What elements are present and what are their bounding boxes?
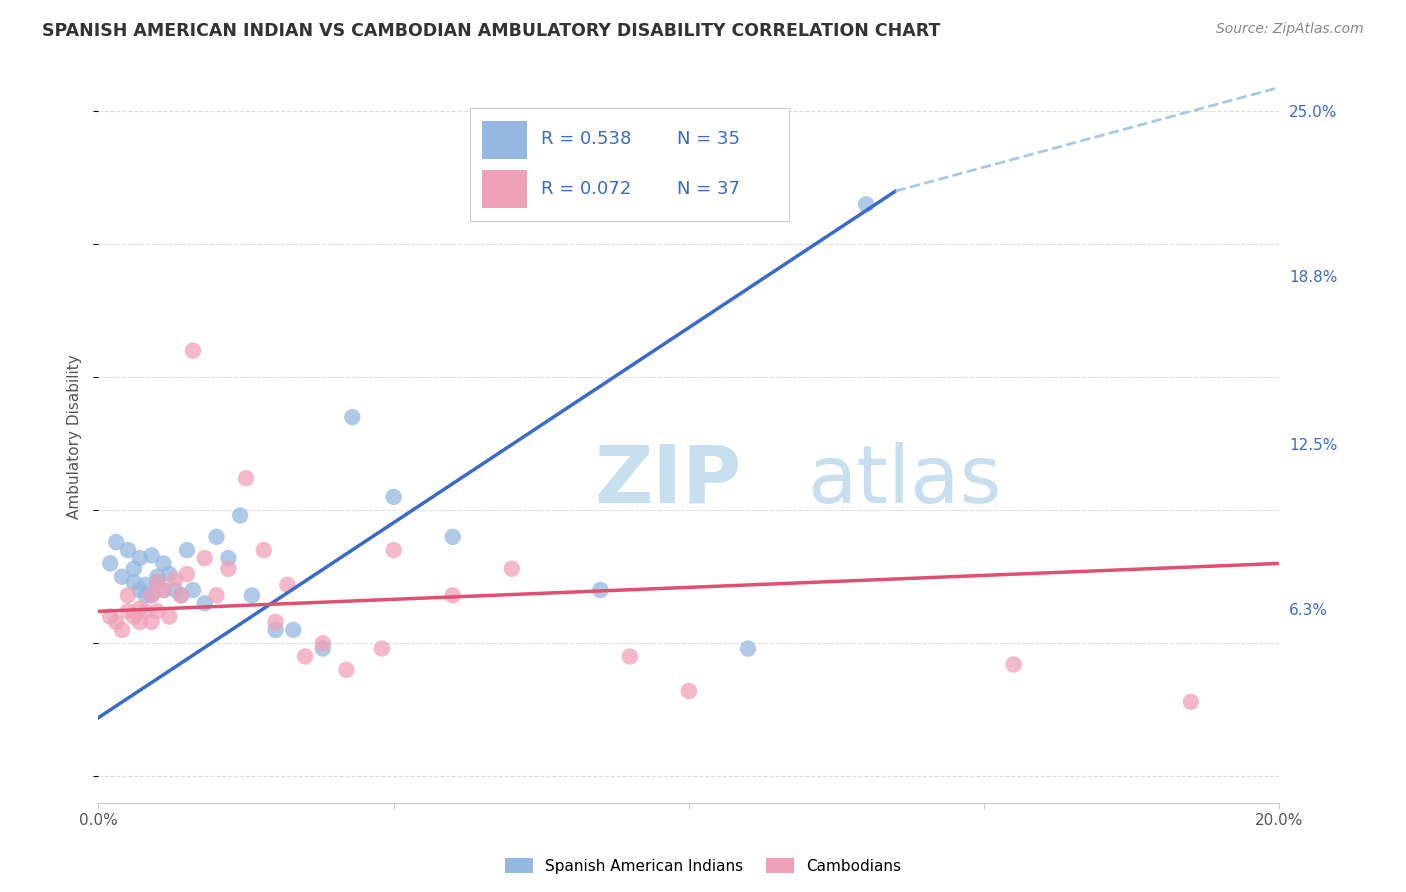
Point [441, 588, 464, 602]
Point [176, 567, 198, 582]
Point [441, 530, 464, 544]
Point [128, 582, 150, 597]
Point [122, 562, 145, 576]
Point [165, 573, 187, 587]
Point [111, 570, 134, 584]
Point [152, 582, 174, 597]
Point [98, 557, 121, 571]
Point [146, 604, 169, 618]
Text: R = 0.072: R = 0.072 [541, 180, 631, 198]
Point [217, 551, 239, 566]
Point [135, 588, 157, 602]
Point [335, 663, 357, 677]
Point [217, 562, 239, 576]
Point [855, 197, 877, 211]
Legend: Spanish American Indians, Cambodians: Spanish American Indians, Cambodians [499, 852, 907, 880]
Point [1002, 657, 1025, 672]
Point [146, 575, 169, 590]
Point [235, 471, 257, 485]
Point [371, 641, 394, 656]
Point [382, 543, 405, 558]
Text: ZIP: ZIP [595, 442, 742, 520]
Point [229, 508, 252, 523]
Point [181, 582, 204, 597]
Point [146, 575, 169, 590]
Point [128, 601, 150, 615]
Point [312, 641, 335, 656]
Point [501, 562, 523, 576]
Point [98, 609, 121, 624]
Text: R = 0.538: R = 0.538 [541, 130, 631, 148]
Text: N = 37: N = 37 [678, 180, 740, 198]
Y-axis label: Ambulatory Disability: Ambulatory Disability [67, 355, 83, 519]
Point [141, 588, 163, 602]
Point [152, 557, 174, 571]
Point [117, 588, 139, 602]
Point [135, 604, 157, 618]
Point [170, 588, 193, 602]
Point [105, 535, 128, 549]
Point [194, 596, 217, 610]
Point [283, 623, 305, 637]
Point [157, 609, 180, 624]
Point [111, 623, 134, 637]
Point [205, 588, 228, 602]
Point [141, 615, 163, 629]
Point [105, 615, 128, 629]
FancyBboxPatch shape [471, 108, 789, 221]
Text: Source: ZipAtlas.com: Source: ZipAtlas.com [1216, 22, 1364, 37]
Point [122, 609, 145, 624]
Point [1180, 695, 1202, 709]
Point [141, 549, 163, 563]
Point [128, 551, 150, 566]
Point [294, 649, 316, 664]
Point [128, 615, 150, 629]
Point [205, 530, 228, 544]
Point [678, 684, 700, 698]
Point [117, 543, 139, 558]
Point [619, 649, 641, 664]
Point [157, 567, 180, 582]
Point [276, 577, 298, 591]
Point [135, 577, 157, 591]
FancyBboxPatch shape [482, 170, 527, 208]
FancyBboxPatch shape [482, 121, 527, 159]
Point [312, 636, 335, 650]
Point [589, 582, 612, 597]
Point [194, 551, 217, 566]
Point [264, 623, 287, 637]
Point [240, 588, 263, 602]
Point [342, 410, 364, 425]
Point [146, 570, 169, 584]
Point [117, 604, 139, 618]
Text: atlas: atlas [807, 442, 1001, 520]
Point [152, 582, 174, 597]
Text: SPANISH AMERICAN INDIAN VS CAMBODIAN AMBULATORY DISABILITY CORRELATION CHART: SPANISH AMERICAN INDIAN VS CAMBODIAN AMB… [42, 22, 941, 40]
Point [264, 615, 287, 629]
Text: N = 35: N = 35 [678, 130, 740, 148]
Point [253, 543, 276, 558]
Point [141, 588, 163, 602]
Point [165, 582, 187, 597]
Point [382, 490, 405, 504]
Point [170, 588, 193, 602]
Point [737, 641, 759, 656]
Point [122, 575, 145, 590]
Point [181, 343, 204, 358]
Point [176, 543, 198, 558]
